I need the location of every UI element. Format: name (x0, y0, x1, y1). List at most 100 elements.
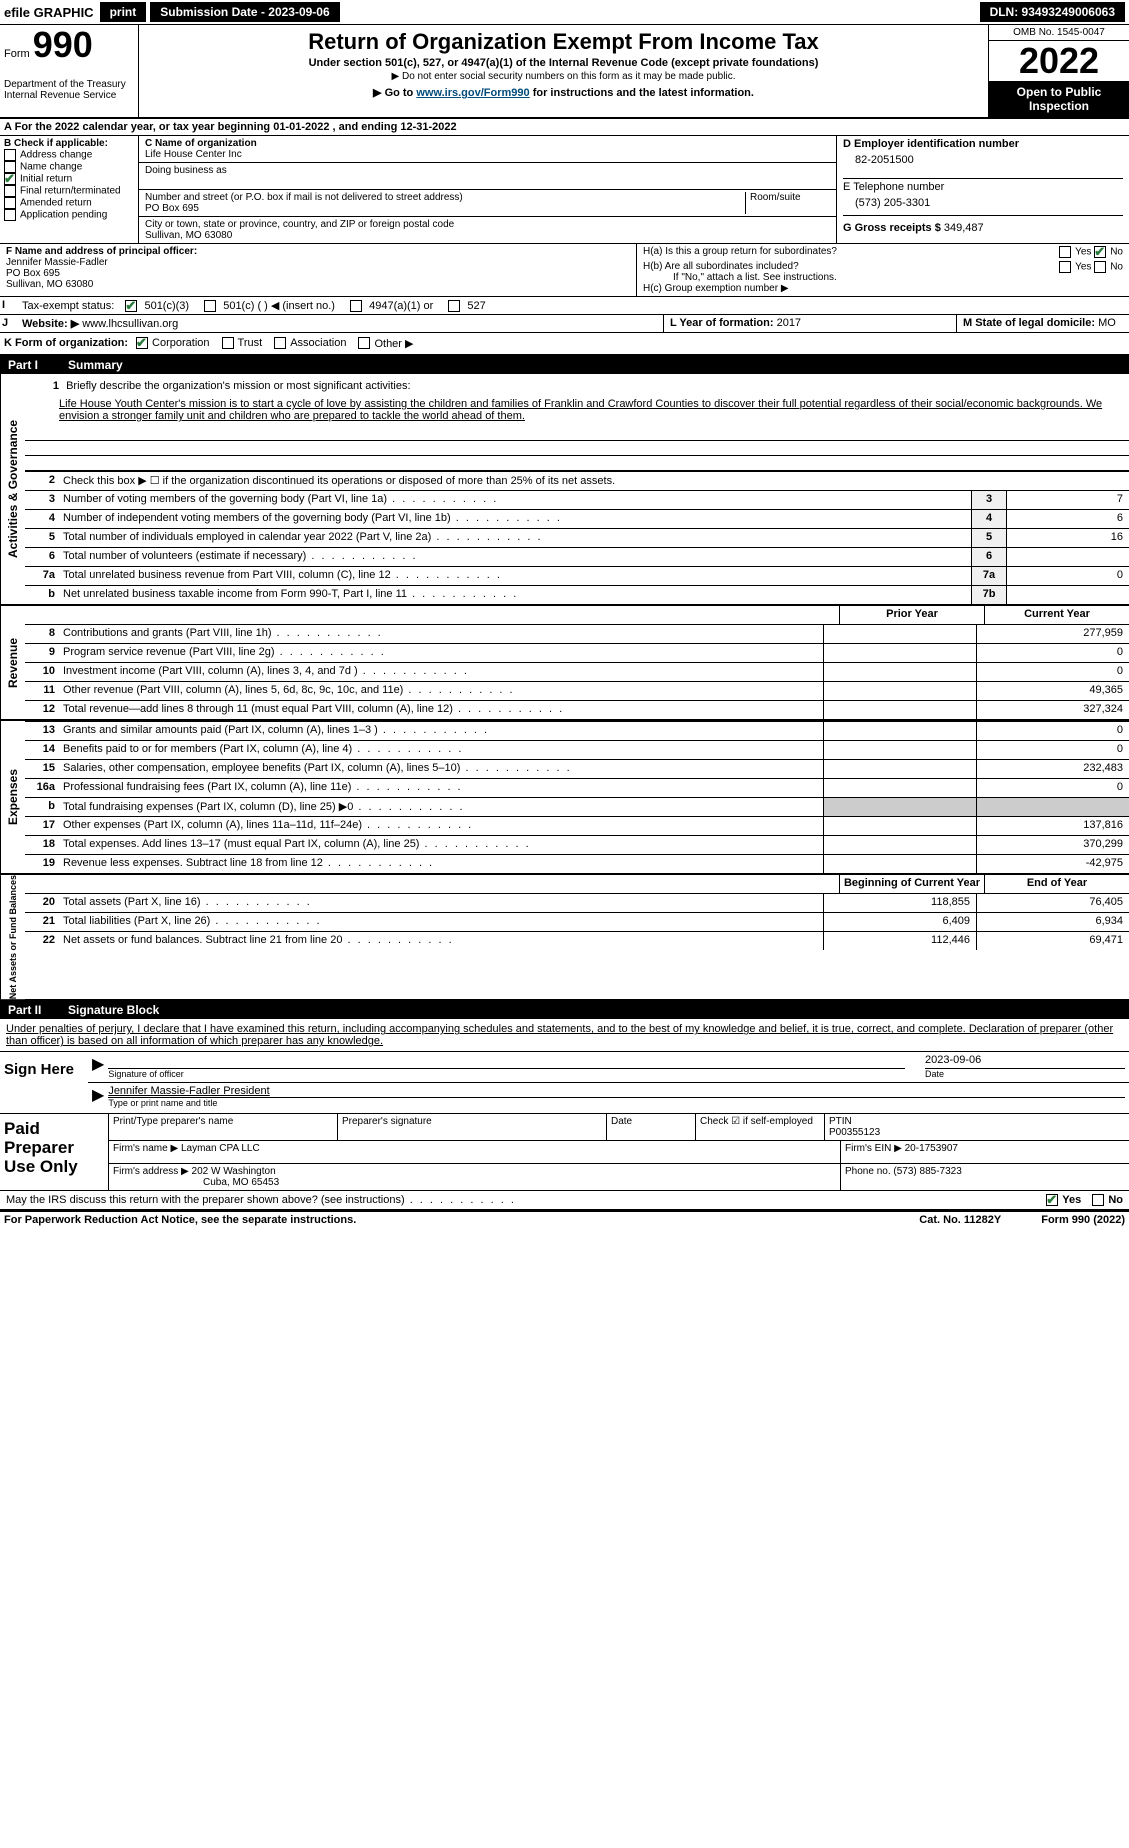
line-12: 12 Total revenue—add lines 8 through 11 … (25, 700, 1129, 719)
ck-app-pending[interactable] (4, 209, 16, 221)
phone-value: (573) 205-3301 (855, 197, 1123, 209)
line-21: 21 Total liabilities (Part X, line 26) 6… (25, 912, 1129, 931)
link-pre: ▶ Go to (373, 87, 416, 99)
arrow-icon: ▶ (92, 1054, 104, 1080)
tax-status-label: Tax-exempt status: (22, 300, 114, 312)
year-formation: 2017 (777, 317, 801, 329)
col-end-year: End of Year (984, 875, 1129, 893)
col-prior-year: Prior Year (839, 606, 984, 624)
org-name-label: C Name of organization (145, 138, 830, 149)
tab-governance: Activities & Governance (0, 374, 25, 604)
website-url: www.lhcsullivan.org (82, 318, 178, 330)
tab-net-assets: Net Assets or Fund Balances (0, 875, 25, 999)
sig-date-value: 2023-09-06 (925, 1054, 1125, 1069)
paid-preparer-label: Paid Preparer Use Only (0, 1114, 109, 1190)
ck-trust[interactable] (222, 337, 234, 349)
line-15: 15 Salaries, other compensation, employe… (25, 759, 1129, 778)
ck-discuss-no[interactable] (1092, 1194, 1104, 1206)
part-2-title: Signature Block (68, 1003, 159, 1017)
ck-initial-return[interactable] (4, 173, 16, 185)
irs-link[interactable]: www.irs.gov/Form990 (416, 87, 529, 99)
line-17: 17 Other expenses (Part IX, column (A), … (25, 816, 1129, 835)
tab-expenses: Expenses (0, 721, 25, 873)
footer-left: For Paperwork Reduction Act Notice, see … (4, 1214, 356, 1226)
sig-officer-label: Signature of officer (108, 1069, 905, 1079)
firm-addr-label: Firm's address ▶ (113, 1166, 189, 1177)
line-14: 14 Benefits paid to or for members (Part… (25, 740, 1129, 759)
ck-ha-yes[interactable] (1059, 246, 1071, 258)
ck-corp[interactable] (136, 337, 148, 349)
line-j: J Website: ▶ www.lhcsullivan.org L Year … (0, 315, 1129, 333)
ck-assoc[interactable] (274, 337, 286, 349)
ck-501c3[interactable] (125, 300, 137, 312)
efile-label: efile GRAPHIC (4, 5, 94, 20)
org-name: Life House Center Inc (145, 149, 830, 160)
part-2-header: Part II Signature Block (0, 1001, 1129, 1019)
gov-line-3: 3 Number of voting members of the govern… (25, 490, 1129, 509)
officer-addr1: PO Box 695 (6, 268, 630, 279)
gov-line-4: 4 Number of independent voting members o… (25, 509, 1129, 528)
lbl-address-change: Address change (20, 150, 92, 161)
header-center: Return of Organization Exempt From Incom… (139, 25, 988, 117)
form-title: Return of Organization Exempt From Incom… (147, 29, 980, 55)
footer: For Paperwork Reduction Act Notice, see … (0, 1210, 1129, 1228)
header-left: Form 990 Department of the Treasury Inte… (0, 25, 139, 117)
q1-num: 1 (29, 378, 63, 394)
firm-phone-label: Phone no. (845, 1166, 891, 1177)
lbl-name-change: Name change (20, 162, 82, 173)
self-employed-check: Check ☑ if self-employed (700, 1116, 813, 1127)
form-990-page: efile GRAPHIC print Submission Date - 20… (0, 0, 1129, 1228)
blank-line (25, 426, 1129, 441)
line-i: I Tax-exempt status: 501(c)(3) 501(c) ( … (0, 297, 1129, 315)
ck-discuss-yes[interactable] (1046, 1194, 1058, 1206)
opt-4947: 4947(a)(1) or (369, 300, 433, 312)
lbl-ha-no: No (1110, 247, 1123, 258)
col-begin-year: Beginning of Current Year (839, 875, 984, 893)
ck-address-change[interactable] (4, 149, 16, 161)
ck-501c[interactable] (204, 300, 216, 312)
lbl-app-pending: Application pending (20, 210, 107, 221)
discuss-row: May the IRS discuss this return with the… (0, 1190, 1129, 1209)
hb-label: H(b) Are all subordinates included? (643, 261, 799, 272)
tax-year: 2022 (989, 41, 1129, 81)
hb-note: If "No," attach a list. See instructions… (673, 272, 1123, 283)
domicile-label: M State of legal domicile: (963, 317, 1095, 329)
dept-label: Department of the Treasury (4, 79, 134, 90)
box-b-title: B Check if applicable: (4, 138, 134, 149)
form-header: Form 990 Department of the Treasury Inte… (0, 25, 1129, 119)
ck-final-return[interactable] (4, 185, 16, 197)
print-button[interactable]: print (100, 2, 147, 22)
lbl-initial-return: Initial return (20, 174, 72, 185)
hc-label: H(c) Group exemption number ▶ (643, 283, 1123, 294)
block-revenue: Revenue Prior Year Current Year 8 Contri… (0, 606, 1129, 721)
prep-name-label: Print/Type preparer's name (109, 1114, 338, 1140)
opt-other: Other ▶ (374, 337, 413, 350)
part-1-header: Part I Summary (0, 356, 1129, 374)
line-19: 19 Revenue less expenses. Subtract line … (25, 854, 1129, 873)
line-k: K Form of organization: Corporation Trus… (0, 333, 1129, 356)
firm-city: Cuba, MO 65453 (113, 1177, 836, 1188)
section-bcd: B Check if applicable: Address change Na… (0, 136, 1129, 244)
ein-value: 82-2051500 (855, 154, 1123, 166)
ck-amended[interactable] (4, 197, 16, 209)
ck-4947[interactable] (350, 300, 362, 312)
ptin-value: P00355123 (829, 1127, 1125, 1138)
ck-other[interactable] (358, 337, 370, 349)
line-8: 8 Contributions and grants (Part VIII, l… (25, 624, 1129, 643)
line-22: 22 Net assets or fund balances. Subtract… (25, 931, 1129, 950)
ck-527[interactable] (448, 300, 460, 312)
row-f-h: F Name and address of principal officer:… (0, 244, 1129, 297)
lbl-hb-yes: Yes (1075, 262, 1091, 273)
ck-ha-no[interactable] (1094, 246, 1106, 258)
line-18: 18 Total expenses. Add lines 13–17 (must… (25, 835, 1129, 854)
link-post: for instructions and the latest informat… (530, 87, 754, 99)
footer-right: Form 990 (2022) (1041, 1214, 1125, 1226)
sign-here-label: Sign Here (0, 1052, 88, 1113)
block-governance: Activities & Governance 1 Briefly descri… (0, 374, 1129, 606)
ck-hb-yes[interactable] (1059, 261, 1071, 273)
website-label: Website: ▶ (22, 318, 79, 330)
footer-cat: Cat. No. 11282Y (919, 1214, 1001, 1226)
opt-trust: Trust (238, 337, 263, 350)
org-address: PO Box 695 (145, 203, 745, 214)
ck-hb-no[interactable] (1094, 261, 1106, 273)
